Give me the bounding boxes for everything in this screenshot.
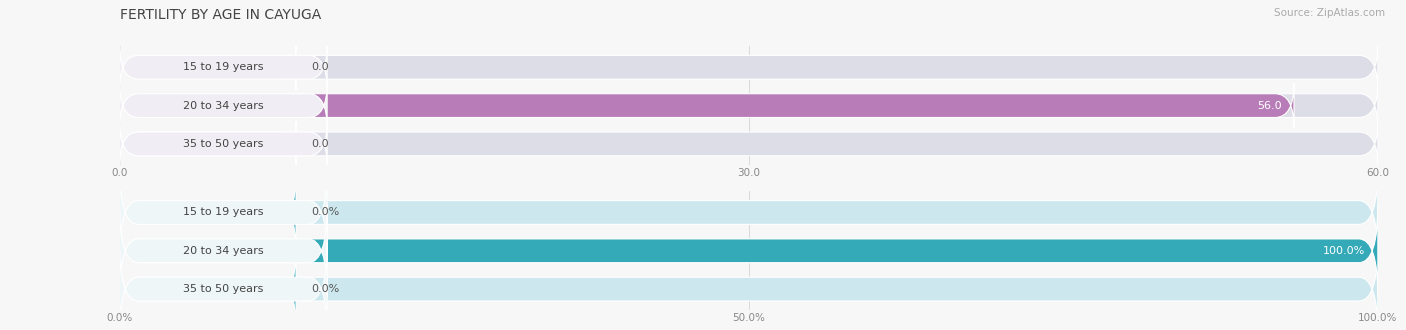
- Text: 0.0%: 0.0%: [311, 284, 339, 294]
- FancyBboxPatch shape: [120, 244, 328, 330]
- Text: 35 to 50 years: 35 to 50 years: [183, 139, 263, 149]
- Text: 35 to 50 years: 35 to 50 years: [183, 284, 263, 294]
- Text: 20 to 34 years: 20 to 34 years: [183, 246, 264, 256]
- FancyBboxPatch shape: [120, 244, 297, 330]
- Text: 0.0: 0.0: [311, 139, 329, 149]
- FancyBboxPatch shape: [120, 205, 1378, 296]
- FancyBboxPatch shape: [120, 121, 1378, 167]
- FancyBboxPatch shape: [120, 121, 297, 167]
- Text: 0.0: 0.0: [311, 62, 329, 72]
- Text: FERTILITY BY AGE IN CAYUGA: FERTILITY BY AGE IN CAYUGA: [120, 8, 321, 22]
- Text: Source: ZipAtlas.com: Source: ZipAtlas.com: [1274, 8, 1385, 18]
- FancyBboxPatch shape: [120, 83, 1294, 128]
- Text: 15 to 19 years: 15 to 19 years: [183, 208, 263, 217]
- FancyBboxPatch shape: [120, 45, 1378, 90]
- FancyBboxPatch shape: [120, 167, 1378, 258]
- Text: 56.0: 56.0: [1257, 101, 1281, 111]
- FancyBboxPatch shape: [120, 205, 1378, 296]
- FancyBboxPatch shape: [120, 244, 1378, 330]
- Text: 20 to 34 years: 20 to 34 years: [183, 101, 264, 111]
- FancyBboxPatch shape: [120, 83, 1378, 128]
- FancyBboxPatch shape: [120, 121, 328, 167]
- Text: 15 to 19 years: 15 to 19 years: [183, 62, 263, 72]
- FancyBboxPatch shape: [120, 83, 328, 128]
- FancyBboxPatch shape: [120, 167, 328, 258]
- Text: 0.0%: 0.0%: [311, 208, 339, 217]
- FancyBboxPatch shape: [120, 45, 328, 90]
- FancyBboxPatch shape: [120, 205, 328, 296]
- Text: 100.0%: 100.0%: [1323, 246, 1365, 256]
- FancyBboxPatch shape: [120, 45, 297, 90]
- FancyBboxPatch shape: [120, 167, 297, 258]
